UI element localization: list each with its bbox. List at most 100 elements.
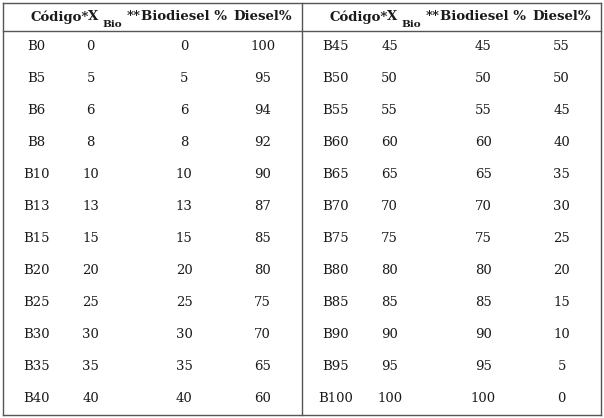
Text: **: ** (426, 10, 440, 23)
Text: 25: 25 (82, 296, 99, 309)
Text: 75: 75 (475, 232, 492, 245)
Text: 80: 80 (475, 265, 492, 278)
Text: 90: 90 (254, 168, 271, 181)
Text: B0: B0 (27, 41, 45, 54)
Text: 35: 35 (176, 360, 193, 374)
Text: 6: 6 (180, 104, 188, 117)
Text: 55: 55 (381, 104, 398, 117)
Text: 92: 92 (254, 137, 271, 150)
Text: B40: B40 (23, 393, 50, 405)
Text: B25: B25 (23, 296, 50, 309)
Text: 40: 40 (176, 393, 193, 405)
Text: 95: 95 (254, 72, 271, 86)
Text: 65: 65 (475, 168, 492, 181)
Text: 50: 50 (553, 72, 570, 86)
Text: B10: B10 (23, 168, 50, 181)
Text: 50: 50 (381, 72, 398, 86)
Text: Bio: Bio (103, 20, 122, 29)
Text: B30: B30 (23, 329, 50, 342)
Text: 75: 75 (381, 232, 398, 245)
Text: 15: 15 (82, 232, 99, 245)
Text: 25: 25 (176, 296, 193, 309)
Text: B35: B35 (23, 360, 50, 374)
Text: Código*: Código* (329, 10, 388, 24)
Text: 5: 5 (557, 360, 566, 374)
Text: 15: 15 (553, 296, 570, 309)
Text: 75: 75 (254, 296, 271, 309)
Text: B90: B90 (322, 329, 349, 342)
Text: 70: 70 (381, 201, 398, 214)
Text: 50: 50 (475, 72, 492, 86)
Text: B95: B95 (322, 360, 349, 374)
Text: B8: B8 (27, 137, 45, 150)
Text: 10: 10 (553, 329, 570, 342)
Text: B65: B65 (322, 168, 349, 181)
Text: 80: 80 (381, 265, 398, 278)
Text: 55: 55 (553, 41, 570, 54)
Text: 13: 13 (176, 201, 193, 214)
Text: 70: 70 (254, 329, 271, 342)
Text: 45: 45 (475, 41, 492, 54)
Text: X: X (88, 10, 98, 23)
Text: X: X (387, 10, 397, 23)
Text: 85: 85 (475, 296, 492, 309)
Text: Diesel%: Diesel% (532, 10, 591, 23)
Text: 65: 65 (381, 168, 398, 181)
Text: 95: 95 (381, 360, 398, 374)
Text: 94: 94 (254, 104, 271, 117)
Text: Biodiesel %: Biodiesel % (141, 10, 227, 23)
Text: 20: 20 (82, 265, 99, 278)
Text: 20: 20 (176, 265, 193, 278)
Text: 30: 30 (82, 329, 99, 342)
Text: 0: 0 (86, 41, 95, 54)
Text: Bio: Bio (402, 20, 421, 29)
Text: 6: 6 (86, 104, 95, 117)
Text: 13: 13 (82, 201, 99, 214)
Text: 100: 100 (471, 393, 496, 405)
Text: B15: B15 (23, 232, 50, 245)
Text: 45: 45 (553, 104, 570, 117)
Text: B55: B55 (322, 104, 349, 117)
Text: B60: B60 (322, 137, 349, 150)
Text: 40: 40 (82, 393, 99, 405)
Text: B6: B6 (27, 104, 45, 117)
Text: 90: 90 (381, 329, 398, 342)
Text: 0: 0 (557, 393, 566, 405)
Text: 8: 8 (180, 137, 188, 150)
Text: 0: 0 (180, 41, 188, 54)
Text: 25: 25 (553, 232, 570, 245)
Text: 15: 15 (176, 232, 193, 245)
Text: 30: 30 (553, 201, 570, 214)
Text: Diesel%: Diesel% (233, 10, 292, 23)
Text: 55: 55 (475, 104, 492, 117)
Text: 5: 5 (86, 72, 95, 86)
Text: B70: B70 (322, 201, 349, 214)
Text: 8: 8 (86, 137, 95, 150)
Text: B85: B85 (322, 296, 349, 309)
Text: 95: 95 (475, 360, 492, 374)
Text: 10: 10 (82, 168, 99, 181)
Text: 20: 20 (553, 265, 570, 278)
Text: 100: 100 (250, 41, 275, 54)
Text: 80: 80 (254, 265, 271, 278)
Text: B5: B5 (27, 72, 45, 86)
Text: 85: 85 (254, 232, 271, 245)
Text: B13: B13 (23, 201, 50, 214)
Text: 87: 87 (254, 201, 271, 214)
Text: 35: 35 (553, 168, 570, 181)
Text: 90: 90 (475, 329, 492, 342)
Text: B80: B80 (322, 265, 349, 278)
Text: 60: 60 (475, 137, 492, 150)
Text: Código*: Código* (30, 10, 89, 24)
Text: 60: 60 (381, 137, 398, 150)
Text: 85: 85 (381, 296, 398, 309)
Text: 65: 65 (254, 360, 271, 374)
Text: B100: B100 (318, 393, 353, 405)
Text: 40: 40 (553, 137, 570, 150)
Text: 60: 60 (254, 393, 271, 405)
Text: 100: 100 (377, 393, 402, 405)
Text: 45: 45 (381, 41, 398, 54)
Text: B45: B45 (322, 41, 349, 54)
Text: 30: 30 (176, 329, 193, 342)
Text: 5: 5 (180, 72, 188, 86)
